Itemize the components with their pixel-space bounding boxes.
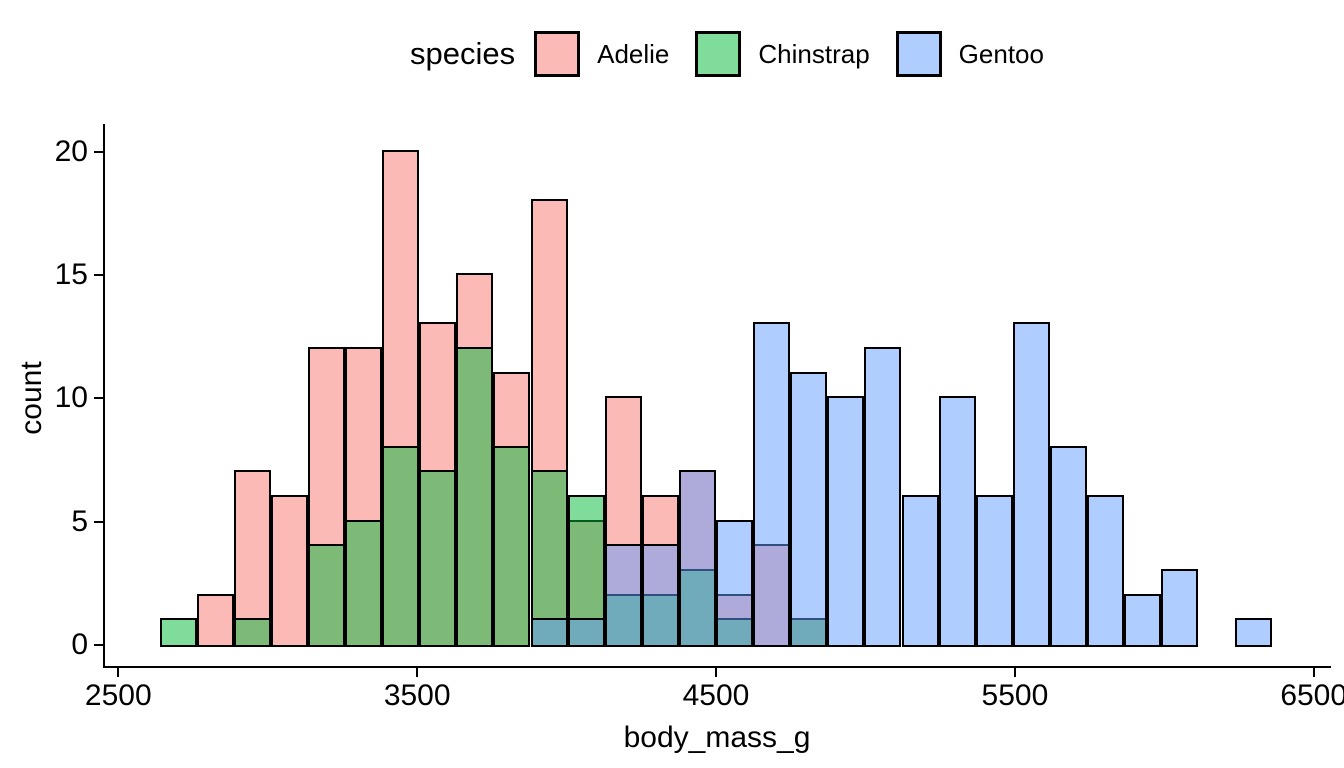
x-tick-label-4500: 4500 [682,679,750,712]
bar-gentoo-bin27 [1124,593,1162,647]
y-tick-mark-10 [94,397,103,400]
bar-gentoo-bin30 [1235,618,1273,647]
bar-chinstrap-bin1 [159,618,197,647]
x-tick-label-5500: 5500 [981,679,1049,712]
legend-label: Gentoo [958,38,1044,69]
x-axis-line [103,666,1331,668]
bar-chinstrap-bin6 [345,519,383,647]
y-tick-label-10: 10 [54,381,88,415]
bar-chinstrap-bin9 [456,347,494,647]
bar-gentoo-bin28 [1161,569,1199,647]
y-tick-mark-5 [94,520,103,523]
bar-gentoo-bin22 [938,396,976,647]
bar-chinstrap-bin7 [382,445,420,647]
bar-chinstrap-bin5 [307,544,345,647]
bar-gentoo-bin19 [827,396,865,647]
legend-swatch-chinstrap [695,31,742,77]
x-tick-label-2500: 2500 [84,679,152,712]
bar-gentoo-bin13 [604,544,642,647]
x-tick-mark-4500 [715,668,717,677]
bar-gentoo-bin12 [567,618,605,647]
y-axis-line [103,124,105,668]
y-tick-mark-15 [94,274,103,276]
legend-items: Adelie Chinstrap Gentoo [534,31,1070,77]
bar-chinstrap-bin10 [493,445,531,647]
x-tick-mark-2500 [117,668,120,677]
legend-swatch-gentoo [895,31,942,77]
bar-gentoo-bin18 [790,371,828,647]
legend-item-adelie: Adelie [534,31,669,77]
y-tick-label-0: 0 [71,628,88,661]
bar-adelie-bin4 [270,495,308,647]
legend-item-chinstrap: Chinstrap [695,31,870,77]
x-tick-mark-6500 [1312,668,1315,677]
y-tick-label-15: 15 [54,258,88,291]
bar-chinstrap-bin8 [419,470,457,647]
legend-label: Adelie [597,38,670,69]
y-axis-title: count [15,361,48,435]
bar-gentoo-bin16 [716,519,754,647]
legend-label: Chinstrap [758,38,870,69]
bar-chinstrap-bin11 [530,470,568,647]
bar-chinstrap-bin3 [233,618,271,647]
x-tick-label-3500: 3500 [383,679,451,712]
bar-gentoo-bin11 [530,618,568,647]
y-tick-mark-0 [94,644,103,646]
bar-gentoo-bin23 [975,495,1013,647]
bar-gentoo-bin20 [864,347,902,647]
y-tick-label-5: 5 [71,504,88,538]
legend-title: species [410,36,516,71]
legend-swatch-adelie [534,31,581,77]
bar-gentoo-bin14 [641,544,679,647]
x-tick-mark-3500 [416,668,419,677]
bar-gentoo-bin24 [1012,322,1050,647]
bar-gentoo-bin25 [1049,445,1087,647]
bar-gentoo-bin26 [1087,495,1125,647]
bar-gentoo-bin21 [901,495,939,647]
x-axis-title: body_mass_g [623,721,811,754]
bar-gentoo-bin17 [753,322,791,647]
bar-gentoo-bin15 [678,470,716,647]
x-tick-label-6500: 6500 [1280,679,1344,712]
x-tick-mark-5500 [1013,668,1016,677]
y-tick-label-20: 20 [54,134,88,168]
legend: species Adelie Chinstrap Gentoo [410,30,1070,78]
y-tick-mark-20 [94,150,103,153]
legend-item-gentoo: Gentoo [895,31,1044,77]
bar-adelie-bin2 [196,593,234,647]
